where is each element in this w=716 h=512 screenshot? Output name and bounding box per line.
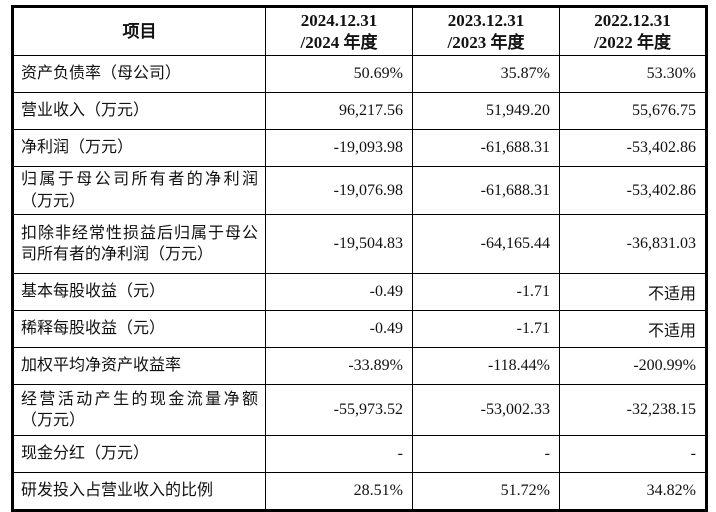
cell-value-2022: -200.99% — [559, 347, 707, 386]
cell-value-2022: -53,402.86 — [559, 165, 707, 216]
cell-value-2024: -0.49 — [265, 273, 413, 312]
row-label: 现金分红（万元） — [12, 435, 266, 474]
cell-value-2022: 不适用 — [559, 273, 707, 312]
row-label: 基本每股收益（元） — [12, 273, 266, 312]
row-label: 经营活动产生的现金流量净额（万元） — [12, 384, 266, 437]
row-label: 净利润（万元） — [12, 129, 266, 167]
cell-value-2024: -0.49 — [265, 310, 413, 349]
cell-value-2024: 28.51% — [265, 472, 413, 512]
cell-value-2023: -61,688.31 — [412, 129, 560, 167]
cell-value-2023: - — [412, 435, 560, 474]
row-label: 扣除非经常性损益后归属于母公司所有者的净利润（万元） — [12, 214, 266, 275]
cell-value-2022: 34.82% — [559, 472, 707, 512]
cell-value-2024: - — [265, 435, 413, 474]
cell-value-2023: -53,002.33 — [412, 384, 560, 437]
row-label: 研发投入占营业收入的比例 — [12, 472, 266, 512]
table-row-operating-cash-flow: 经营活动产生的现金流量净额（万元） -55,973.52 -53,002.33 … — [12, 384, 707, 437]
cell-value-2022: -32,238.15 — [559, 384, 707, 437]
row-label: 加权平均净资产收益率 — [12, 347, 266, 386]
financial-indicators-table-container: 项目 2024.12.31 /2024 年度 2023.12.31 /2023 … — [11, 5, 708, 512]
table-row-net-profit: 净利润（万元） -19,093.98 -61,688.31 -53,402.86 — [12, 129, 707, 167]
table-row-diluted-eps: 稀释每股收益（元） -0.49 -1.71 不适用 — [12, 310, 707, 349]
table-row-basic-eps: 基本每股收益（元） -0.49 -1.71 不适用 — [12, 273, 707, 312]
cell-value-2023: 51.72% — [412, 472, 560, 512]
cell-value-2022: - — [559, 435, 707, 474]
cell-value-2023: -1.71 — [412, 273, 560, 312]
cell-value-2022: 55,676.75 — [559, 92, 707, 130]
cell-value-2023: -1.71 — [412, 310, 560, 349]
cell-value-2023: 35.87% — [412, 55, 560, 93]
table-row-weighted-avg-roe: 加权平均净资产收益率 -33.89% -118.44% -200.99% — [12, 347, 707, 386]
header-cell-item: 项目 — [12, 6, 266, 56]
cell-value-2022: 53.30% — [559, 55, 707, 93]
row-label: 资产负债率（母公司） — [12, 55, 266, 93]
cell-value-2023: -61,688.31 — [412, 165, 560, 216]
table-row-revenue: 营业收入（万元） 96,217.56 51,949.20 55,676.75 — [12, 92, 707, 130]
financial-indicators-table: 项目 2024.12.31 /2024 年度 2023.12.31 /2023 … — [11, 5, 708, 512]
cell-value-2024: -33.89% — [265, 347, 413, 386]
cell-value-2023: -64,165.44 — [412, 214, 560, 275]
cell-value-2024: -19,093.98 — [265, 129, 413, 167]
cell-value-2024: 96,217.56 — [265, 92, 413, 130]
row-label: 营业收入（万元） — [12, 92, 266, 130]
cell-value-2022: 不适用 — [559, 310, 707, 349]
cell-value-2024: -19,504.83 — [265, 214, 413, 275]
cell-value-2022: -36,831.03 — [559, 214, 707, 275]
cell-value-2024: -19,076.98 — [265, 165, 413, 216]
header-cell-period-2023: 2023.12.31 /2023 年度 — [412, 6, 560, 56]
cell-value-2023: 51,949.20 — [412, 92, 560, 130]
header-cell-period-2024: 2024.12.31 /2024 年度 — [265, 6, 413, 56]
table-row-rd-expense-ratio: 研发投入占营业收入的比例 28.51% 51.72% 34.82% — [12, 472, 707, 512]
row-label: 归属于母公司所有者的净利润（万元） — [12, 165, 266, 216]
table-row-debt-ratio: 资产负债率（母公司） 50.69% 35.87% 53.30% — [12, 55, 707, 93]
cell-value-2024: -55,973.52 — [265, 384, 413, 437]
table-row-cash-dividend: 现金分红（万元） - - - — [12, 435, 707, 474]
table-header-row: 项目 2024.12.31 /2024 年度 2023.12.31 /2023 … — [12, 6, 707, 56]
cell-value-2023: -118.44% — [412, 347, 560, 386]
table-row-net-profit-parent: 归属于母公司所有者的净利润（万元） -19,076.98 -61,688.31 … — [12, 165, 707, 216]
cell-value-2024: 50.69% — [265, 55, 413, 93]
header-cell-period-2022: 2022.12.31 /2022 年度 — [559, 6, 707, 56]
table-row-net-profit-excl-nonrecurring: 扣除非经常性损益后归属于母公司所有者的净利润（万元） -19,504.83 -6… — [12, 214, 707, 275]
row-label: 稀释每股收益（元） — [12, 310, 266, 349]
cell-value-2022: -53,402.86 — [559, 129, 707, 167]
